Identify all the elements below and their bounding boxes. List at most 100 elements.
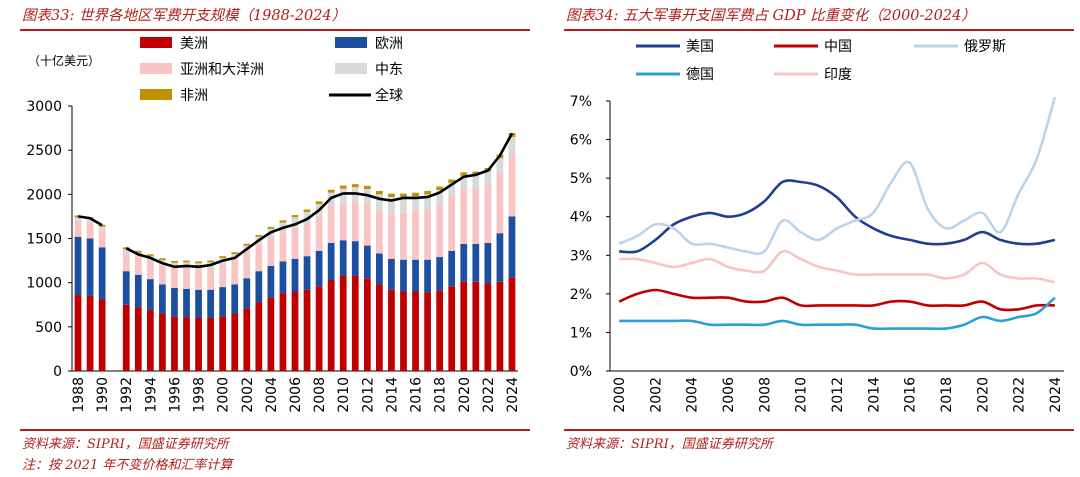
bar-africa [171,261,178,263]
bar-africa [231,252,239,254]
x-tick-label: 2002 [648,377,664,413]
legend-label: 印度 [824,67,852,83]
x-tick-label: 2022 [1012,377,1028,413]
bar-americas [134,307,142,371]
left-note-text: 注：按 2021 年不变价格和汇率计算 [22,458,233,473]
bar-europe [98,247,106,300]
bar-africa [303,209,311,212]
x-tick-label: 2014 [866,377,882,413]
x-tick-label: 2018 [433,377,449,413]
y-tick-label: 1% [570,325,592,341]
bar-europe [267,265,275,298]
bar-americas [159,313,166,371]
x-tick-label: 2006 [288,377,304,413]
y-tick-label: 0% [570,364,592,380]
bar-asia [351,201,359,242]
bar-africa [339,185,347,189]
x-tick-label: 1992 [119,377,135,413]
bar-middle-east [508,136,516,155]
bar-asia [496,173,504,234]
bar-europe [376,253,383,285]
bar-middle-east [460,175,468,190]
left-title-rule [20,29,530,31]
right-figure-title: 图表34: 五大军事开支国军费占 GDP 比重变化（2000-2024） [566,8,976,24]
bar-asia [315,216,323,251]
bar-asia [74,220,82,237]
bar-middle-east [424,194,431,210]
x-tick-label: 1994 [143,377,159,413]
x-tick-label: 2002 [240,377,256,413]
series-line-russia [618,96,1057,256]
right-figure-panel: 图表34: 五大军事开支国军费占 GDP 比重变化（2000-2024） 0% 1… [544,0,1080,477]
bar-americas [400,291,407,371]
y-tick-label: 7% [570,94,592,110]
bar-middle-east [448,182,456,197]
bar-africa [327,189,335,193]
bar-asia [400,212,407,260]
bar-europe [219,287,227,317]
bar-africa [424,190,431,195]
regional-spending-chart: （十亿美元） 0 500 1000 1500 2000 2500 3000 1988 1990 19… [26,36,521,413]
bar-asia [303,223,311,257]
y-tick-label: 5% [570,171,592,187]
bar-europe [159,284,166,314]
y-tick-label: 2% [570,287,592,303]
bar-americas [303,289,311,371]
bar-europe [508,216,516,278]
bar-americas [195,318,202,371]
y-tick-label: 1000 [26,276,62,292]
x-tick-label: 2024 [1048,377,1064,413]
x-tick-label: 2018 [939,377,955,413]
x-tick-label: 2008 [757,377,773,413]
legend-label: 亚洲和大洋洲 [180,62,264,78]
bar-asia [98,230,106,248]
y-tick-label: 3% [570,248,592,264]
bar-africa [460,172,468,176]
y-tick-label: 500 [35,320,62,336]
right-title-rule [564,29,1074,31]
bar-europe [183,288,190,318]
legend-label: 美洲 [180,36,208,52]
bar-asia [363,204,371,246]
bar-middle-east [86,219,94,223]
bar-asia [339,202,347,241]
legend-label: 中国 [824,39,852,55]
bar-americas [255,302,263,371]
bar-europe [363,245,371,279]
bar-europe [303,256,311,290]
x-tick-label: 2024 [505,377,521,413]
series-line-germany [619,296,1056,331]
bar-africa [472,171,480,175]
x-tick-label: 1998 [192,377,208,413]
y-tick-label: 4% [570,210,592,226]
bar-europe [122,271,130,305]
bar-americas [243,308,251,371]
bar-americas [339,275,347,371]
bar-americas [327,280,335,371]
y-unit-label: （十亿美元） [28,53,100,68]
gdp-share-chart: 0% 1% 2% 3% 4% 5% 6% 7% 2000 2002 2004 2006 2008 2010… [570,39,1064,413]
bar-americas [484,283,492,371]
bar-asia [159,265,166,285]
bar-americas [508,277,516,371]
bar-asia [255,244,263,272]
bar-europe [436,257,444,291]
y-tick-label: 0 [53,364,62,380]
bar-americas [412,291,419,371]
bar-americas [291,291,299,371]
x-tick-label: 2020 [457,377,473,413]
bar-americas [315,286,323,371]
bar-americas [207,318,214,371]
bar-europe [400,259,407,292]
bar-africa [279,220,287,223]
legend-swatch-asia [140,63,172,74]
series-line-usa [619,179,1056,254]
bar-middle-east [412,196,419,212]
bar-europe [291,258,299,292]
bar-asia [171,267,178,288]
bar-europe [496,233,504,282]
bar-middle-east [400,196,407,213]
bar-asia [231,260,239,285]
bar-europe [327,242,335,281]
legend-label: 俄罗斯 [964,39,1006,55]
